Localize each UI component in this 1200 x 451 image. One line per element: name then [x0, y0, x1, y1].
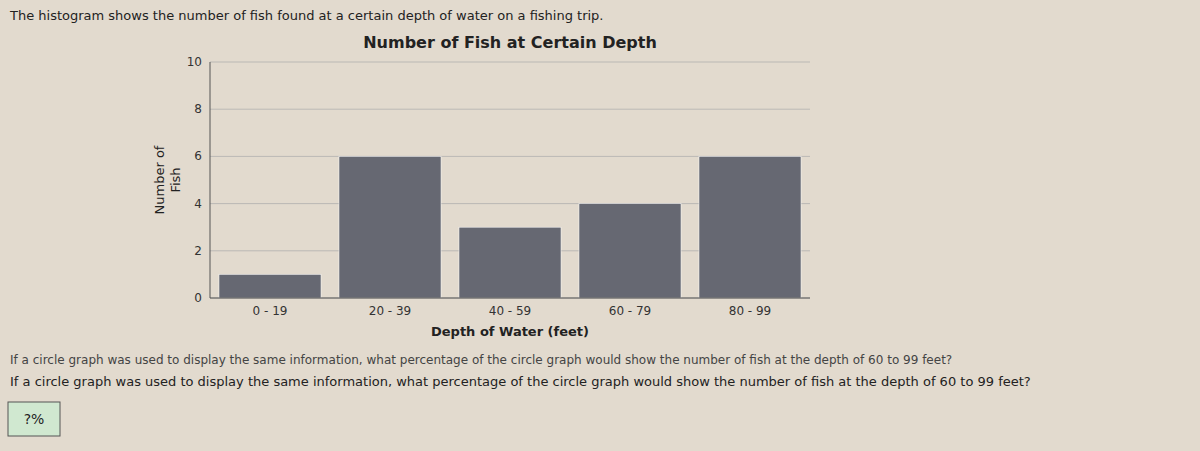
- x-tick-label: 0 - 19: [253, 304, 288, 318]
- y-axis-line: [210, 62, 211, 298]
- y-axis: 0 2 4 6 8 10: [187, 55, 810, 305]
- background: [0, 0, 1200, 451]
- bar: [579, 204, 681, 298]
- x-tick-label: 80 - 99: [729, 304, 772, 318]
- answer-text: ?%: [24, 411, 45, 427]
- x-tick-label: 60 - 79: [609, 304, 652, 318]
- question-text: If a circle graph was used to display th…: [10, 353, 952, 367]
- grid-line: [210, 298, 810, 299]
- bar: [219, 274, 321, 298]
- chart-title: Number of Fish at Certain Depth: [363, 33, 657, 52]
- x-tick-label: 20 - 39: [369, 304, 412, 318]
- y-tick-label: 0: [194, 291, 202, 305]
- bar: [699, 156, 801, 298]
- chart-svg: The histogram shows the number of fish f…: [0, 0, 1200, 451]
- x-tick-label: 40 - 59: [489, 304, 532, 318]
- x-axis-label: Depth of Water (feet): [431, 324, 589, 339]
- answer-box: [8, 402, 60, 436]
- bar: [459, 227, 561, 298]
- y-tick-label: 8: [194, 102, 202, 116]
- y-tick-label: 10: [187, 55, 202, 69]
- y-tick-label: 4: [194, 197, 202, 211]
- x-axis-line: [210, 298, 810, 299]
- bars: [219, 156, 801, 298]
- grid-line: [210, 62, 810, 63]
- question-text: If a circle graph was used to display th…: [10, 374, 1031, 389]
- y-tick-label: 6: [194, 149, 202, 163]
- y-axis-label-line: Fish: [168, 167, 183, 192]
- y-tick-label: 2: [194, 244, 202, 258]
- grid-line: [210, 109, 810, 110]
- bar: [339, 156, 441, 298]
- y-axis-label-line: Number of: [152, 145, 167, 214]
- intro-text: The histogram shows the number of fish f…: [9, 8, 604, 23]
- y-axis-label: Number ofFish: [152, 145, 183, 214]
